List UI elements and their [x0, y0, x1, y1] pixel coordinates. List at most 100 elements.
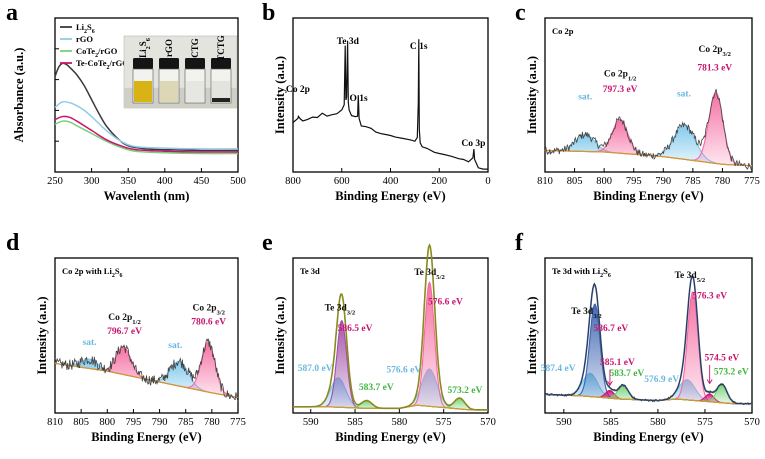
vial-cap — [133, 58, 153, 69]
x-tick-label: 450 — [194, 176, 210, 187]
vial-label: rGO — [164, 39, 174, 57]
annotation-1: Co 2p1/2 — [604, 70, 637, 83]
annotation-3: sat. — [168, 341, 182, 351]
fit-peak-fill-5 — [545, 292, 752, 404]
x-tick-label: 350 — [120, 176, 136, 187]
x-axis-label: Wavelenth (nm) — [104, 189, 190, 203]
x-tick-label: 800 — [285, 176, 301, 187]
plot-frame — [544, 17, 753, 173]
panel-title: Te 3d with Li2S6 — [552, 266, 611, 279]
x-axis-label: Binding Energy (eV) — [91, 430, 201, 444]
annotation-2: 587.0 eV — [298, 364, 333, 374]
plot-frame — [292, 257, 489, 414]
x-tick-label: 570 — [480, 417, 496, 428]
raw-spectrum — [54, 338, 239, 402]
annotation-2: 797.3 eV — [603, 85, 638, 95]
x-tick-label: 805 — [73, 417, 89, 428]
annotation-7: 573.2 eV — [448, 386, 483, 396]
vial-cap — [159, 58, 179, 69]
vial-label: Li2S6 — [138, 38, 152, 58]
x-tick-label: 805 — [567, 176, 583, 187]
annotation-0: Te 3d3/2 — [571, 307, 602, 320]
fit-envelope — [293, 243, 488, 411]
fit-peak-fill-7 — [545, 384, 752, 404]
annotation-4: Co 2p3/2 — [698, 45, 731, 58]
x-tick-label: 785 — [178, 417, 194, 428]
x-tick-label: 785 — [685, 176, 701, 187]
x-tick-label: 580 — [650, 417, 666, 428]
x-axis-label: Binding Energy (eV) — [593, 189, 703, 203]
x-tick-label: 800 — [596, 176, 612, 187]
annotation-5: 576.9 eV — [644, 375, 679, 385]
peak-label: Co 2p — [286, 85, 310, 95]
x-tick-label: 810 — [47, 417, 63, 428]
x-tick-label: 500 — [230, 176, 246, 187]
fit-peak-fill-5 — [293, 398, 488, 410]
x-tick-label: 200 — [431, 176, 447, 187]
panel-label-c: c — [515, 0, 526, 26]
panel-a: a 250 300 350 400 450 500 Wavelenth (nm) Absorba… — [6, 0, 246, 203]
x-tick-label: 775 — [230, 417, 246, 428]
x-tick-label: 400 — [157, 176, 173, 187]
x-tick-label: 575 — [697, 417, 713, 428]
vial-liquid — [160, 81, 178, 102]
y-axis-label: Intensity (a.u.) — [525, 56, 539, 134]
x-tick-label: 800 — [99, 417, 115, 428]
x-tick-label: 775 — [744, 176, 760, 187]
legend-entry-2: CoTe2/rGO — [76, 46, 118, 59]
x-tick-label: 790 — [655, 176, 671, 187]
panel-e: e 590 585 580 575 570 Binding Energy (eV) Inten… — [262, 230, 496, 444]
fit-baseline — [544, 149, 752, 167]
annotation-0: sat. — [83, 338, 97, 348]
vial-label: TCTG — [216, 35, 226, 61]
plot-frame — [544, 257, 753, 414]
y-axis-label: Intensity (a.u.) — [35, 296, 49, 374]
annotation-3: 587.4 eV — [541, 364, 576, 374]
series-line-1 — [54, 100, 239, 150]
annotation-4: 583.7 eV — [609, 369, 644, 379]
series-line-3 — [54, 115, 239, 153]
annotation-1: 586.5 eV — [338, 324, 373, 334]
annotation-9: 573.2 eV — [714, 367, 749, 377]
x-tick-label: 585 — [603, 417, 619, 428]
plot-frame — [54, 257, 239, 414]
x-tick-label: 580 — [391, 417, 407, 428]
y-axis-label: Intensity (a.u.) — [273, 296, 287, 374]
annotation-5: 576.6 eV — [428, 298, 463, 308]
vial-label: CTG — [190, 38, 200, 58]
survey-spectrum — [292, 39, 488, 170]
annotation-arrowhead — [706, 379, 713, 385]
x-tick-label: 590 — [303, 417, 319, 428]
fit-peak-fill-0 — [545, 134, 752, 166]
legend-entry-0: Li2S6 — [76, 22, 95, 35]
series-line-2 — [54, 120, 239, 155]
panel-d: d 810 805 800 795 790 785 780 775 Binding Energy … — [6, 230, 246, 444]
fit-peak-fill-1 — [545, 304, 752, 404]
x-axis-label: Binding Energy (eV) — [335, 430, 445, 444]
x-tick-label: 795 — [626, 176, 642, 187]
x-tick-label: 575 — [436, 417, 452, 428]
x-tick-label: 300 — [84, 176, 100, 187]
annotation-3: sat. — [677, 90, 691, 100]
annotation-1: Co 2p1/2 — [108, 313, 141, 326]
annotation-4: Co 2p3/2 — [192, 304, 225, 317]
panel-title: Co 2p with Li2S6 — [62, 266, 123, 279]
panel-label-e: e — [262, 230, 273, 256]
legend-entry-1: rGO — [76, 34, 93, 44]
panel-b: b 800 600 400 200 0 Binding Energy (eV) Intensi… — [262, 0, 491, 203]
panel-label-a: a — [6, 0, 18, 26]
peak-label: Te 3d — [337, 37, 360, 47]
raw-spectrum — [544, 89, 753, 171]
annotation-7: 576.3 eV — [692, 291, 727, 301]
panel-f: f 590 585 580 575 570 Binding Energy (eV) Inten… — [515, 230, 760, 444]
x-tick-label: 600 — [334, 176, 350, 187]
panel-title: Te 3d — [300, 266, 320, 276]
fit-peak-fill-3 — [55, 342, 238, 398]
x-axis-label: Binding Energy (eV) — [335, 189, 445, 203]
vial-sediment — [212, 98, 230, 102]
annotation-2: 796.7 eV — [107, 327, 142, 337]
x-tick-label: 780 — [715, 176, 731, 187]
y-axis-label: Intensity (a.u.) — [273, 56, 287, 134]
x-tick-label: 780 — [204, 417, 220, 428]
